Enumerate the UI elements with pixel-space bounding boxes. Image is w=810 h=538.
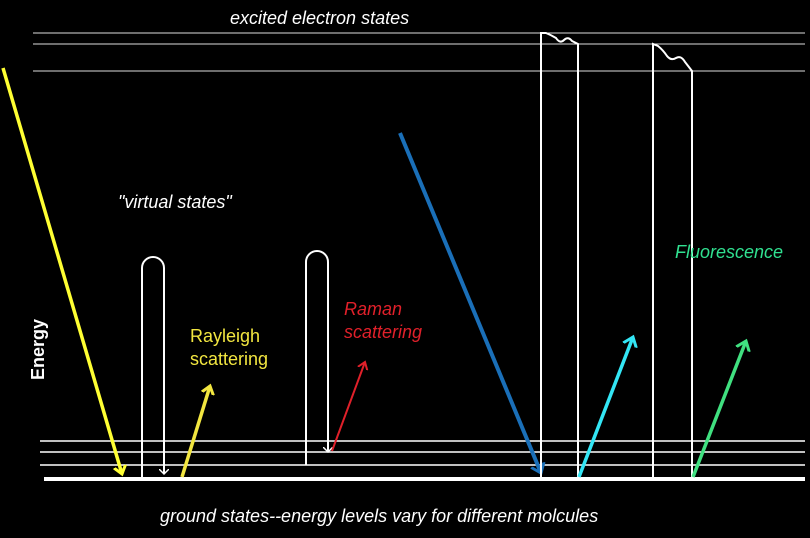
rayleigh-virtual-state-loop (141, 256, 164, 478)
excited-states-label: excited electron states (230, 8, 409, 28)
ground-states-label: ground states--energy levels vary for di… (160, 506, 598, 526)
raman-label-line2: scattering (344, 322, 422, 342)
raman-scattering-arrow (331, 362, 365, 452)
rayleigh-scattering-arrow (180, 386, 210, 478)
rayleigh-label-line2: scattering (190, 349, 268, 369)
excited-state-levels (33, 32, 805, 72)
ground-state-levels (40, 440, 805, 481)
fluorescence-transition-loop-2 (652, 42, 693, 479)
fluorescence-label: Fluorescence (675, 242, 783, 262)
energy-axis-label: Energy (28, 319, 48, 380)
raman-virtual-state-loop (305, 250, 328, 465)
raman-label-line1: Raman (344, 299, 402, 319)
fluorescence-excitation-arrow (398, 132, 541, 473)
fluorescence-emission-arrow-2 (691, 341, 746, 478)
fluorescence-transition-loop-1 (540, 32, 579, 479)
incident-light-arrow (1, 67, 122, 474)
fluorescence-emission-arrow-1 (577, 337, 633, 478)
virtual-states-label: "virtual states" (118, 192, 233, 212)
rayleigh-label-line1: Rayleigh (190, 326, 260, 346)
